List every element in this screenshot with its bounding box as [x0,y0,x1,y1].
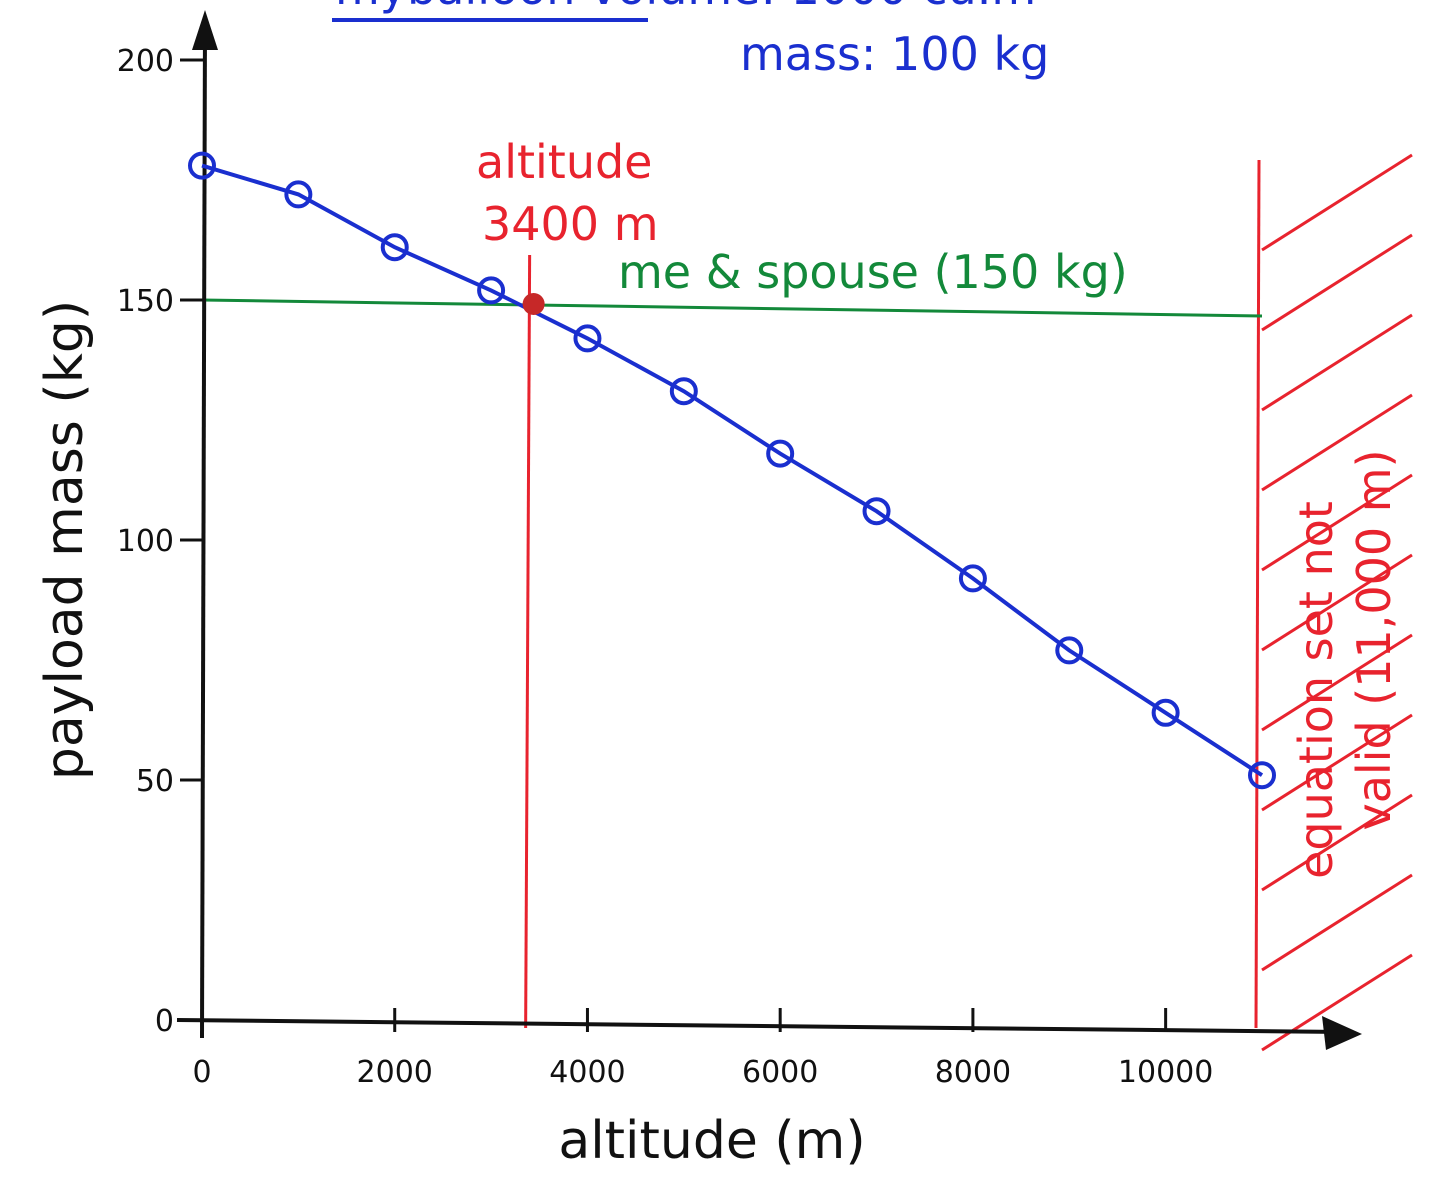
y-axis-arrowhead [192,10,218,50]
hatch-stroke [1261,153,1413,252]
y-axis-ticks: 0 50 100 150 200 [117,44,204,1039]
series-point [573,324,602,353]
series-point [284,180,313,209]
series-point [958,564,987,593]
hatch-stroke [1261,473,1413,572]
y-tick-label: 200 [117,44,174,79]
series-point [1151,698,1180,727]
series-point [380,233,409,262]
series-point [766,439,795,468]
balloon-header-partial: myballoon volume: 1000 cu.m [335,0,1036,15]
invalid-region-label-2: valid (11,000 m) [1347,449,1401,830]
invalid-region-boundary [1254,159,1261,1029]
invalid-region-hatch [1254,153,1413,1052]
hatch-stroke [1261,953,1413,1052]
intersection-point [522,293,545,315]
x-axis-arrowhead [1322,1016,1362,1050]
y-tick-label: 150 [117,284,174,319]
reference-line-label: me & spouse (150 kg) [618,245,1128,299]
altitude-marker-value: 3400 m [482,197,659,251]
x-axis-ticks: 0 2000 4000 6000 8000 10000 [192,1008,1213,1090]
x-axis-title: altitude (m) [558,1111,865,1171]
hatch-stroke [1261,393,1413,492]
altitude-marker-label: altitude [476,135,652,189]
reference-line-150kg [201,298,1263,318]
balloon-mass-label: mass: 100 kg [740,27,1049,81]
x-tick-label: 10000 [1118,1055,1213,1090]
hatch-stroke [1261,793,1413,892]
series-point [188,151,216,180]
y-axis [200,19,207,1039]
x-tick-label: 4000 [549,1055,625,1090]
series-point [1248,761,1276,790]
hatch-stroke [1261,313,1413,412]
altitude-marker-line [524,254,532,1029]
y-tick-label: 0 [155,1004,174,1039]
series-point [477,276,506,305]
y-tick-label: 100 [117,524,174,559]
x-tick-label: 2000 [357,1055,433,1090]
series-line-payload [201,163,1264,777]
hatch-stroke [1261,713,1413,812]
series-points [188,151,1276,790]
series-point [669,377,698,406]
x-tick-label: 0 [192,1055,211,1090]
series-point [1055,636,1084,665]
series-point [862,497,891,526]
hatch-stroke [1261,633,1413,732]
x-tick-label: 8000 [935,1055,1011,1090]
hatch-stroke [1261,233,1413,332]
y-axis-title: payload mass (kg) [35,300,95,780]
hatch-stroke [1261,873,1413,972]
hatch-stroke [1261,553,1413,652]
x-tick-label: 6000 [742,1055,818,1090]
y-tick-label: 50 [136,764,174,799]
invalid-region-label-1: equation set not [1289,501,1343,879]
x-axis [176,1018,1346,1034]
